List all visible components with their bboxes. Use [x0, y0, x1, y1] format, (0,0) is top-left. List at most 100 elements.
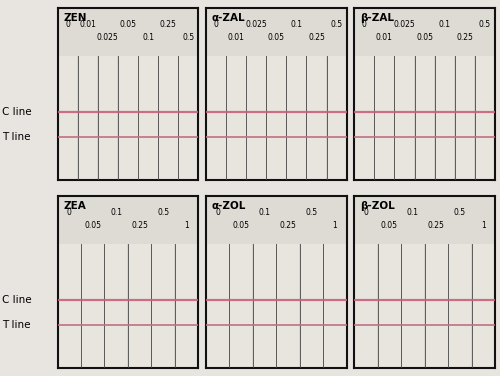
Text: 0.1: 0.1 — [110, 208, 122, 217]
Bar — [378, 244, 400, 368]
Text: 0.05: 0.05 — [268, 33, 285, 42]
Bar — [374, 56, 394, 180]
Bar — [226, 56, 246, 180]
Text: 0.025: 0.025 — [394, 20, 415, 29]
Text: C line: C line — [2, 295, 32, 305]
Bar — [105, 244, 128, 368]
Bar — [206, 8, 346, 56]
Text: 0.1: 0.1 — [438, 20, 450, 29]
Bar — [58, 244, 80, 368]
Bar — [206, 56, 226, 180]
Bar — [276, 244, 299, 368]
Bar — [230, 244, 252, 368]
Bar — [395, 56, 414, 180]
Text: 0: 0 — [364, 208, 368, 217]
Text: 0: 0 — [65, 20, 70, 29]
Text: 0.01: 0.01 — [376, 33, 393, 42]
Bar — [476, 56, 494, 180]
Text: 0.01: 0.01 — [79, 20, 96, 29]
Text: 0.05: 0.05 — [416, 33, 433, 42]
Bar — [118, 56, 138, 180]
Bar — [455, 56, 474, 180]
Text: ZEA: ZEA — [63, 201, 86, 211]
Bar — [206, 56, 346, 180]
Bar — [472, 244, 494, 368]
Bar — [246, 56, 266, 180]
Text: 0.1: 0.1 — [142, 33, 154, 42]
Bar — [152, 244, 174, 368]
Text: T line: T line — [2, 132, 31, 142]
Text: 1: 1 — [481, 221, 486, 230]
Text: 0.05: 0.05 — [381, 221, 398, 230]
Text: 0.5: 0.5 — [330, 20, 342, 29]
Text: α-ZOL: α-ZOL — [212, 201, 246, 211]
Text: 0.25: 0.25 — [308, 33, 325, 42]
Text: 0.1: 0.1 — [407, 208, 419, 217]
Bar — [58, 56, 198, 180]
Text: 0: 0 — [67, 208, 71, 217]
Bar — [354, 244, 377, 368]
Text: 0.25: 0.25 — [428, 221, 445, 230]
Bar — [58, 56, 77, 180]
Text: 0: 0 — [214, 20, 218, 29]
Text: 0.25: 0.25 — [456, 33, 473, 42]
Bar — [402, 244, 424, 368]
Text: C line: C line — [2, 107, 32, 117]
Text: 0.5: 0.5 — [306, 208, 318, 217]
Bar — [286, 56, 306, 180]
Bar — [58, 8, 198, 56]
Text: 0.05: 0.05 — [84, 221, 101, 230]
Bar — [448, 244, 471, 368]
Bar — [253, 244, 276, 368]
Text: 0.25: 0.25 — [160, 20, 176, 29]
Text: 0.5: 0.5 — [479, 20, 491, 29]
Text: 0.025: 0.025 — [246, 20, 267, 29]
Text: 0.5: 0.5 — [182, 33, 194, 42]
Bar — [206, 196, 346, 244]
Text: 0.5: 0.5 — [157, 208, 169, 217]
Text: 0.025: 0.025 — [97, 33, 118, 42]
Text: 0.1: 0.1 — [258, 208, 270, 217]
Bar — [425, 244, 448, 368]
Bar — [300, 244, 323, 368]
Text: 0.25: 0.25 — [131, 221, 148, 230]
Bar — [178, 56, 198, 180]
Bar — [354, 196, 495, 244]
Text: 0.05: 0.05 — [232, 221, 250, 230]
Text: 0.05: 0.05 — [120, 20, 136, 29]
Bar — [58, 196, 198, 244]
Bar — [78, 56, 98, 180]
Bar — [324, 244, 346, 368]
Bar — [354, 56, 495, 180]
Text: 0: 0 — [362, 20, 366, 29]
Bar — [354, 8, 495, 56]
Bar — [266, 56, 286, 180]
Bar — [354, 56, 374, 180]
Bar — [128, 244, 151, 368]
Text: T line: T line — [2, 320, 31, 330]
Bar — [138, 56, 158, 180]
Text: 0.1: 0.1 — [290, 20, 302, 29]
Bar — [176, 244, 198, 368]
Bar — [58, 244, 198, 368]
Text: 0.01: 0.01 — [228, 33, 244, 42]
Text: 1: 1 — [184, 221, 189, 230]
Text: 0.25: 0.25 — [280, 221, 296, 230]
Bar — [158, 56, 178, 180]
Bar — [82, 244, 104, 368]
Bar — [327, 56, 346, 180]
Bar — [354, 244, 495, 368]
Bar — [435, 56, 454, 180]
Text: 1: 1 — [332, 221, 338, 230]
Text: ZEN: ZEN — [63, 13, 86, 23]
Text: α-ZAL: α-ZAL — [212, 13, 245, 23]
Text: 0.5: 0.5 — [454, 208, 466, 217]
Bar — [307, 56, 326, 180]
Bar — [206, 244, 346, 368]
Text: β-ZOL: β-ZOL — [360, 201, 394, 211]
Text: 0: 0 — [215, 208, 220, 217]
Text: β-ZAL: β-ZAL — [360, 13, 394, 23]
Bar — [415, 56, 434, 180]
Bar — [206, 244, 229, 368]
Bar — [98, 56, 117, 180]
